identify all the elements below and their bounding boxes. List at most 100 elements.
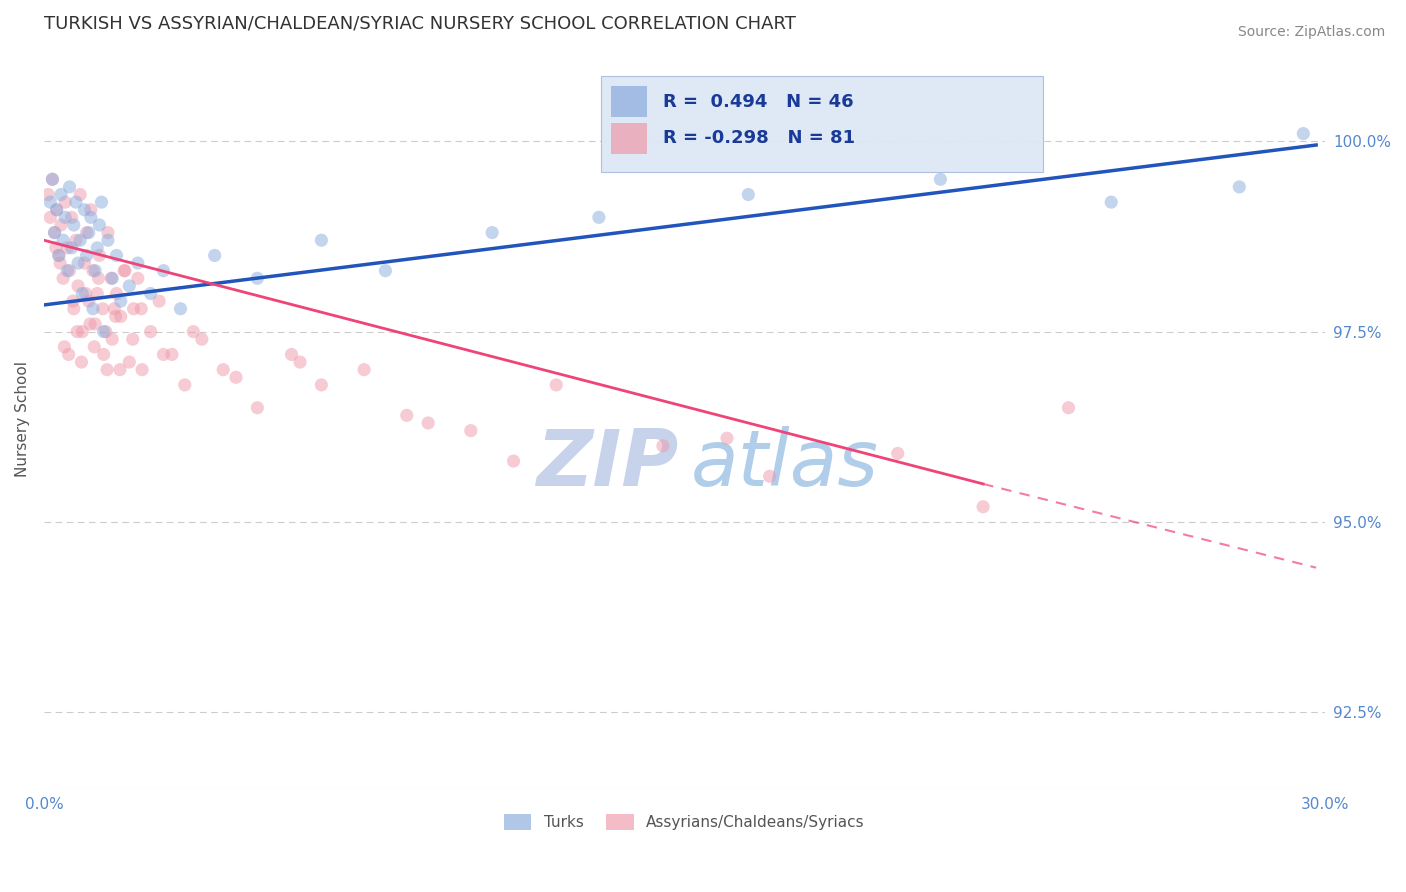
Point [103,301,125,316]
Point [37,187,59,202]
Point [1292,127,1315,141]
Point [191,332,214,346]
Point [60,211,83,225]
Point [173,378,195,392]
Point [127,256,149,270]
Point [89,248,111,262]
Point [41,172,63,186]
Point [280,347,302,361]
Point [887,446,910,460]
Point [49,218,72,232]
Point [72,286,94,301]
Point [93,325,115,339]
Point [152,263,174,277]
Point [288,355,311,369]
Point [66,325,89,339]
Point [225,370,247,384]
Text: Source: ZipAtlas.com: Source: ZipAtlas.com [1237,25,1385,39]
Point [58,347,80,361]
Text: ZIP: ZIP [536,425,678,501]
Point [131,362,153,376]
Point [41,172,63,186]
Point [72,325,94,339]
Point [101,332,124,346]
Point [546,378,568,392]
Point [139,286,162,301]
Point [118,355,141,369]
Point [929,172,952,186]
Point [79,317,101,331]
Point [77,226,100,240]
Point [1057,401,1080,415]
Point [110,294,132,309]
Point [76,248,98,262]
Point [108,362,131,376]
Point [53,211,76,225]
Point [82,263,104,277]
Point [212,362,235,376]
Point [160,347,183,361]
Point [84,263,107,277]
Point [75,286,97,301]
Point [73,202,96,217]
Point [311,233,333,247]
Point [53,195,76,210]
Point [58,263,80,277]
Point [652,439,675,453]
Point [60,241,83,255]
Point [118,279,141,293]
Point [44,226,66,240]
Point [737,187,759,202]
Point [121,332,143,346]
Point [139,325,162,339]
Point [39,211,62,225]
Point [86,241,108,255]
Point [77,294,100,309]
Text: R = -0.298   N = 81: R = -0.298 N = 81 [662,129,855,147]
Point [45,202,67,217]
Point [105,286,128,301]
Point [129,301,152,316]
Point [100,271,122,285]
Point [62,301,84,316]
Point [62,218,84,232]
Point [45,241,67,255]
Point [80,202,103,217]
Point [93,347,115,361]
Point [89,218,111,232]
Point [169,301,191,316]
Point [1099,195,1122,210]
Point [758,469,780,483]
Point [69,187,91,202]
Point [374,263,396,277]
Point [204,248,226,262]
Point [90,195,112,210]
Point [127,271,149,285]
Point [104,310,127,324]
Point [114,263,136,277]
Point [97,226,120,240]
Text: TURKISH VS ASSYRIAN/CHALDEAN/SYRIAC NURSERY SCHOOL CORRELATION CHART: TURKISH VS ASSYRIAN/CHALDEAN/SYRIAC NURS… [44,15,796,33]
Point [87,271,110,285]
Point [56,263,79,277]
Point [1227,180,1250,194]
Bar [612,86,647,117]
Point [395,409,418,423]
Point [52,233,75,247]
Point [502,454,524,468]
Point [67,256,90,270]
Legend: Turks, Assyrians/Chaldeans/Syriacs: Turks, Assyrians/Chaldeans/Syriacs [498,808,870,837]
Point [69,233,91,247]
Point [67,279,90,293]
Point [94,325,117,339]
Point [716,431,738,445]
Point [80,211,103,225]
Point [181,325,204,339]
Point [246,271,269,285]
Point [122,301,145,316]
Point [76,226,98,240]
Point [65,195,87,210]
Point [311,378,333,392]
Point [49,256,72,270]
Point [52,271,75,285]
